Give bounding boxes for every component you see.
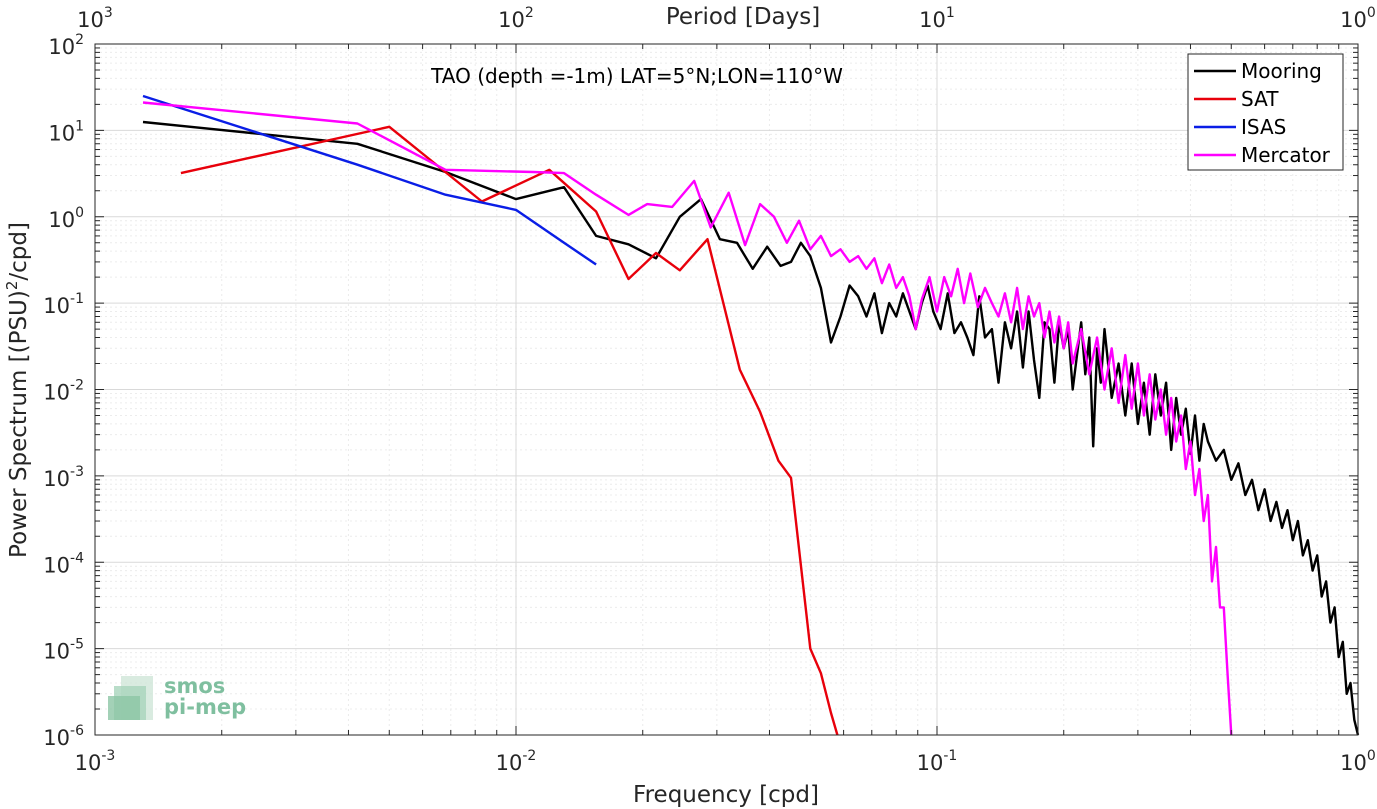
y-tick-label-base: 10 <box>43 467 70 491</box>
legend: Mooring SAT ISAS Mercator <box>1187 53 1344 171</box>
x-axis-label: Frequency [cpd] <box>633 782 819 808</box>
y-tick-label: 10-4 <box>43 550 84 577</box>
x-tick-label: 10-1 <box>917 748 958 775</box>
y-tick-label: 10-5 <box>43 637 84 664</box>
y-axis-label-tail: /cpd] <box>6 222 32 281</box>
y-tick-label-base: 10 <box>43 640 70 664</box>
series-line-isas <box>142 94 597 266</box>
top-tick-label-exp: 3 <box>104 5 113 21</box>
y-tick-label: 10-2 <box>43 378 84 405</box>
y-axis-label: Power Spectrum [(PSU)2/cpd] <box>3 222 32 558</box>
series-line-mercator <box>142 101 1233 736</box>
y-tick-label-exp: 1 <box>75 118 84 134</box>
y-tick-label-base: 10 <box>43 294 70 318</box>
x-tick-label: 10-3 <box>75 748 116 775</box>
x-tick-label: 10-2 <box>496 748 537 775</box>
legend-label-mercator: Mercator <box>1241 143 1331 167</box>
y-tick-label-exp: -3 <box>70 464 84 480</box>
x-tick-label: 100 <box>1340 748 1376 775</box>
y-tick-label-base: 10 <box>48 121 75 145</box>
x-tick-label-base: 10 <box>75 751 102 775</box>
y-axis-label-sup: 2 <box>3 281 21 291</box>
y-tick-label-exp: -6 <box>70 723 84 739</box>
top-tick-label-base: 10 <box>1340 8 1367 32</box>
y-tick-label-exp: -4 <box>70 550 84 566</box>
smos-pi-mep-logo: smos pi-mep <box>108 674 246 720</box>
y-tick-label: 10-1 <box>43 291 84 318</box>
series-line-sat <box>180 125 839 736</box>
top-tick-label-exp: 0 <box>1367 5 1376 21</box>
logo-text-line1: smos <box>164 674 225 698</box>
y-tick-label-base: 10 <box>48 35 75 59</box>
y-tick-label: 102 <box>48 32 84 59</box>
x-tick-label-exp: 0 <box>1367 748 1376 764</box>
x-tick-label-exp: -1 <box>943 748 957 764</box>
top-tick-label-base: 10 <box>77 8 104 32</box>
y-tick-label-base: 10 <box>43 553 70 577</box>
top-tick-label-base: 10 <box>919 8 946 32</box>
x-tick-label-base: 10 <box>1340 751 1367 775</box>
y-tick-label: 10-6 <box>43 723 84 750</box>
x-tick-label-exp: -3 <box>101 748 115 764</box>
y-tick-label-exp: -2 <box>70 378 84 394</box>
y-tick-label: 10-3 <box>43 464 84 491</box>
y-tick-label-exp: 2 <box>75 32 84 48</box>
y-tick-label-base: 10 <box>48 208 75 232</box>
top-tick-label-exp: 2 <box>525 5 534 21</box>
y-tick-label-exp: 0 <box>75 205 84 221</box>
top-tick-label: 101 <box>919 5 955 32</box>
top-tick-label-base: 10 <box>498 8 525 32</box>
x-tick-label-base: 10 <box>917 751 944 775</box>
top-x-axis-label: Period [Days] <box>666 4 820 30</box>
x-tick-label-base: 10 <box>496 751 523 775</box>
legend-label-sat: SAT <box>1241 87 1279 111</box>
y-tick-label-base: 10 <box>43 726 70 750</box>
x-tick-label-exp: -2 <box>522 748 536 764</box>
y-tick-label-exp: -5 <box>70 637 84 653</box>
logo-text-line2: pi-mep <box>164 695 246 719</box>
legend-label-mooring: Mooring <box>1241 59 1322 83</box>
legend-box <box>1187 53 1344 171</box>
y-tick-label-base: 10 <box>43 381 70 405</box>
chart-title: TAO (depth =-1m) LAT=5°N;LON=110°W <box>430 64 843 88</box>
top-tick-label: 103 <box>77 5 113 32</box>
logo-mark-front <box>108 696 140 720</box>
series-layer <box>142 94 1360 736</box>
y-axis-label-main: Power Spectrum [(PSU) <box>6 290 32 558</box>
top-tick-label-exp: 1 <box>946 5 955 21</box>
tick-marks <box>94 43 1359 736</box>
y-tick-label: 100 <box>48 205 84 232</box>
y-tick-label: 101 <box>48 118 84 145</box>
top-tick-label: 100 <box>1340 5 1376 32</box>
y-tick-label-exp: -1 <box>70 291 84 307</box>
top-tick-label: 102 <box>498 5 534 32</box>
legend-label-isas: ISAS <box>1241 115 1286 139</box>
